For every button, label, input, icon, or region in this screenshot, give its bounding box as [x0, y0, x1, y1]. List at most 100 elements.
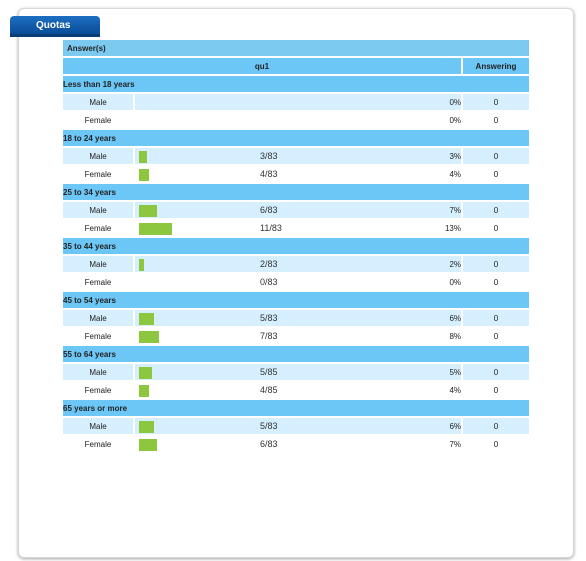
quota-bar [139, 313, 154, 325]
answering-value: 0 [461, 310, 529, 326]
row-label: Male [63, 148, 133, 164]
quota-row: Female 4/83 4% 0 [63, 166, 529, 182]
question-header-row: qu1 Answering [63, 58, 529, 74]
quota-row: Male 6/83 7% 0 [63, 202, 529, 218]
row-label: Male [63, 202, 133, 218]
percent-value: 13% [388, 220, 461, 236]
quota-bar [139, 151, 147, 163]
quota-row: Female 6/83 7% 0 [63, 436, 529, 452]
bar-cell [133, 112, 388, 128]
group-header-row: 18 to 24 years [63, 130, 529, 146]
group-label: 65 years or more [63, 400, 529, 416]
bar-cell: 6/83 [133, 436, 388, 452]
quota-row: Male 5/83 6% 0 [63, 310, 529, 326]
quota-row: Female 7/83 8% 0 [63, 328, 529, 344]
bar-cell: 5/83 [133, 418, 388, 434]
quota-bar [139, 259, 144, 271]
bar-cell: 4/85 [133, 382, 388, 398]
group-label: 45 to 54 years [63, 292, 529, 308]
group-label: Less than 18 years [63, 76, 529, 92]
bar-cell: 3/83 [133, 148, 388, 164]
quota-bar [139, 205, 157, 217]
answering-value: 0 [461, 112, 529, 128]
quotas-table: Answer(s) qu1 Answering Less than 18 yea… [63, 38, 529, 454]
quota-row: Male 2/83 2% 0 [63, 256, 529, 272]
count-value: 3/83 [260, 151, 278, 161]
bar-cell: 6/83 [133, 202, 388, 218]
percent-value: 4% [388, 382, 461, 398]
quota-bar [139, 331, 159, 343]
group-header-row: Less than 18 years [63, 76, 529, 92]
bar-cell: 5/85 [133, 364, 388, 380]
answering-value: 0 [461, 364, 529, 380]
quota-bar [139, 385, 149, 397]
row-label: Female [63, 166, 133, 182]
group-label: 35 to 44 years [63, 238, 529, 254]
row-label: Male [63, 94, 133, 110]
percent-value: 8% [388, 328, 461, 344]
quota-row: Female 0/83 0% 0 [63, 274, 529, 290]
count-value: 11/83 [260, 223, 282, 233]
count-value: 2/83 [260, 259, 278, 269]
answering-value: 0 [461, 148, 529, 164]
group-header-row: 55 to 64 years [63, 346, 529, 362]
answering-header: Answering [461, 58, 529, 74]
percent-value: 4% [388, 166, 461, 182]
row-label: Female [63, 382, 133, 398]
quota-row: Male 0% 0 [63, 94, 529, 110]
quotas-tab-label: Quotas [36, 19, 71, 31]
percent-value: 7% [388, 202, 461, 218]
row-label: Male [63, 364, 133, 380]
bar-cell [133, 94, 388, 110]
count-value: 4/85 [260, 385, 278, 395]
answering-value: 0 [461, 418, 529, 434]
answering-value: 0 [461, 166, 529, 182]
group-header-row: 35 to 44 years [63, 238, 529, 254]
quota-bar [139, 421, 154, 433]
percent-value: 5% [388, 364, 461, 380]
percent-value: 0% [388, 112, 461, 128]
group-header-row: 45 to 54 years [63, 292, 529, 308]
quota-row: Female 4/85 4% 0 [63, 382, 529, 398]
row-label: Male [63, 256, 133, 272]
row-label: Female [63, 436, 133, 452]
quota-bar [139, 169, 149, 181]
quotas-tab[interactable]: Quotas [10, 16, 100, 37]
bar-cell: 4/83 [133, 166, 388, 182]
percent-value: 0% [388, 94, 461, 110]
answering-value: 0 [461, 328, 529, 344]
percent-value: 3% [388, 148, 461, 164]
answering-value: 0 [461, 274, 529, 290]
answers-header-row: Answer(s) [63, 40, 529, 56]
bar-cell: 7/83 [133, 328, 388, 344]
quota-row: Female 11/83 13% 0 [63, 220, 529, 236]
answering-value: 0 [461, 94, 529, 110]
quota-bar [139, 367, 152, 379]
count-value: 5/83 [260, 421, 278, 431]
count-value: 7/83 [260, 331, 278, 341]
group-label: 55 to 64 years [63, 346, 529, 362]
answering-value: 0 [461, 382, 529, 398]
bar-cell: 11/83 [133, 220, 388, 236]
percent-value: 2% [388, 256, 461, 272]
quota-row: Female 0% 0 [63, 112, 529, 128]
answering-value: 0 [461, 220, 529, 236]
percent-value: 0% [388, 274, 461, 290]
count-value: 6/83 [260, 439, 278, 449]
count-value: 6/83 [260, 205, 278, 215]
question-header: qu1 [63, 58, 461, 74]
row-label: Female [63, 220, 133, 236]
count-value: 5/85 [260, 367, 278, 377]
quota-bar [139, 439, 157, 451]
quota-row: Male 5/83 6% 0 [63, 418, 529, 434]
count-value: 4/83 [260, 169, 278, 179]
percent-value: 6% [388, 310, 461, 326]
quota-row: Male 5/85 5% 0 [63, 364, 529, 380]
bar-cell: 2/83 [133, 256, 388, 272]
answers-header: Answer(s) [63, 40, 529, 56]
quota-bar [139, 223, 172, 235]
count-value: 5/83 [260, 313, 278, 323]
row-label: Female [63, 328, 133, 344]
percent-value: 7% [388, 436, 461, 452]
group-header-row: 65 years or more [63, 400, 529, 416]
